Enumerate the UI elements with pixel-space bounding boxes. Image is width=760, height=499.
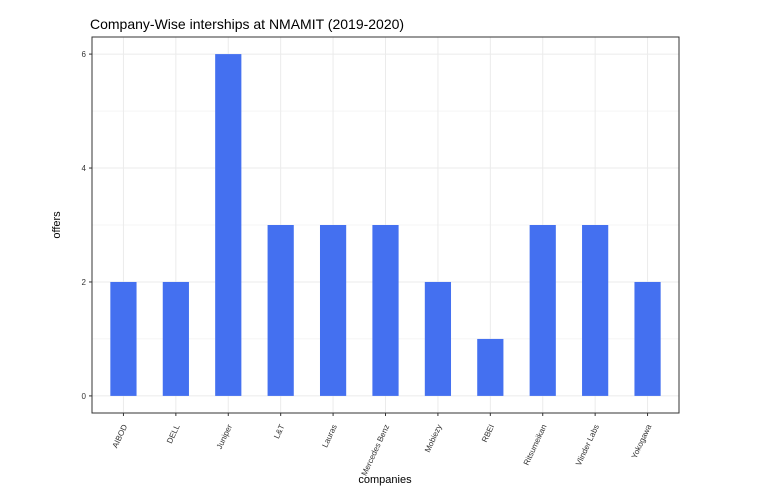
y-axis-title: offers	[51, 211, 63, 239]
y-tick-label: 0	[82, 392, 87, 401]
x-tick-label: L&T	[272, 423, 286, 440]
chart-title: Company-Wise interships at NMAMIT (2019-…	[90, 16, 404, 32]
x-axis: AIBOD DELL Juniper L&T Lauras Mercedes Benz Mo…	[111, 413, 654, 477]
bar-aibod	[110, 281, 137, 396]
x-tick-label: Ritsumeikan	[522, 423, 549, 467]
y-tick-label: 4	[82, 164, 87, 173]
y-axis: 0 2 4 6	[82, 50, 92, 401]
y-tick-label: 6	[82, 50, 87, 59]
x-tick-label: RBEI	[480, 423, 496, 444]
bar-mercedes-benz	[372, 225, 399, 396]
x-axis-title: companies	[358, 474, 412, 486]
x-tick-label: AIBOD	[111, 423, 130, 450]
y-tick-label: 2	[82, 278, 87, 287]
bar-dell	[162, 281, 189, 396]
x-tick-label: Mobiezy	[423, 423, 444, 454]
x-tick-label: DELL	[165, 423, 182, 445]
bar-yokogawa	[634, 281, 661, 396]
x-tick-label: Vlinder Labs	[574, 423, 601, 467]
bar-mobiezy	[424, 281, 452, 396]
bar-l-t	[267, 225, 294, 396]
x-tick-label: Juniper	[215, 423, 234, 451]
bar-ritsumeikan	[529, 225, 556, 396]
bar-vlinder-labs	[582, 225, 609, 396]
bar-lauras	[319, 225, 347, 396]
x-tick-label: Mercedes Benz	[360, 423, 392, 477]
x-tick-label: Yokogawa	[630, 423, 654, 460]
bar-juniper	[215, 54, 242, 396]
bar-rbei	[477, 338, 504, 396]
bars	[110, 54, 661, 396]
x-tick-label: Lauras	[320, 423, 338, 449]
